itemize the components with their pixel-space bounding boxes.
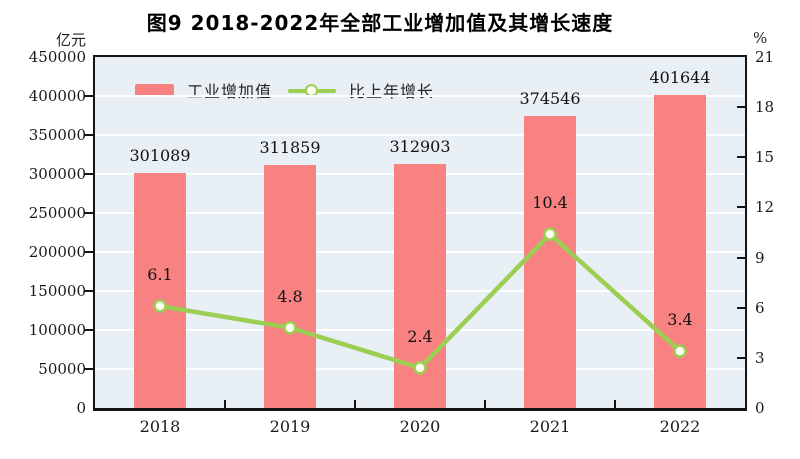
bar-value-label: 374546 — [519, 89, 581, 108]
left-axis-tick — [84, 251, 93, 253]
right-axis-tick — [737, 256, 745, 259]
growth-value-label: 4.8 — [277, 286, 303, 306]
growth-line — [157, 231, 683, 371]
left-tick-label: 450000 — [28, 48, 86, 66]
bar-value-label: 301089 — [129, 146, 191, 165]
bar-2019 — [264, 165, 316, 408]
left-axis-tick — [84, 134, 93, 136]
left-axis-tick — [84, 329, 93, 331]
chart-title: 图9 2018-2022年全部工业增加值及其增长速度 — [146, 11, 614, 35]
growth-marker — [283, 321, 297, 335]
right-tick-label: 9 — [755, 248, 765, 267]
right-tick-label: 6 — [755, 298, 765, 317]
x-tick-label: 2019 — [269, 417, 311, 436]
bar-2018 — [134, 173, 186, 408]
right-axis-tick — [737, 206, 745, 209]
left-tick-label: 300000 — [28, 165, 86, 183]
bar-value-label: 311859 — [259, 138, 321, 157]
bar-value-label: 401644 — [649, 68, 711, 87]
growth-value-label: 2.4 — [407, 326, 433, 346]
right-tick-label: 15 — [755, 148, 775, 167]
bar-swatch-icon — [135, 83, 174, 97]
right-tick-label: 12 — [755, 198, 775, 217]
growth-value-label: 3.4 — [667, 310, 693, 330]
left-tick-label: 150000 — [28, 282, 86, 300]
left-axis-tick — [84, 290, 93, 292]
left-tick-label: 0 — [76, 399, 86, 417]
left-tick-label: 100000 — [28, 321, 86, 339]
growth-marker — [153, 299, 167, 313]
left-tick-label: 200000 — [28, 243, 86, 261]
left-tick-label: 50000 — [38, 360, 86, 378]
growth-value-label: 10.4 — [532, 193, 568, 213]
gridline — [95, 134, 745, 136]
x-tick-label: 2020 — [399, 417, 441, 436]
growth-marker — [673, 344, 687, 358]
right-tick-label: 18 — [755, 98, 775, 117]
x-axis-tick — [354, 400, 356, 408]
x-tick-label: 2021 — [529, 417, 571, 436]
bar-value-label: 312903 — [389, 137, 451, 156]
left-axis-tick — [84, 368, 93, 370]
right-axis-tick — [737, 156, 745, 159]
left-axis-tick — [84, 173, 93, 175]
x-tick-label: 2022 — [659, 417, 701, 436]
left-tick-label: 400000 — [28, 87, 86, 105]
bar-2021 — [524, 116, 576, 408]
left-axis-tick — [84, 95, 93, 97]
right-axis-tick — [737, 356, 745, 359]
gridline — [95, 95, 745, 97]
right-axis-tick — [737, 306, 745, 309]
left-tick-label: 350000 — [28, 126, 86, 144]
x-axis-tick — [614, 400, 616, 408]
growth-marker — [413, 361, 427, 375]
right-tick-label: 21 — [755, 48, 775, 66]
left-tick-label: 250000 — [28, 204, 86, 222]
right-axis-unit: % — [753, 29, 768, 47]
left-axis-tick — [84, 212, 93, 214]
x-axis-tick — [224, 400, 226, 408]
growth-value-label: 6.1 — [147, 265, 173, 285]
x-axis-tick — [484, 400, 486, 408]
x-tick-label: 2018 — [139, 417, 181, 436]
right-tick-label: 3 — [755, 348, 765, 367]
growth-marker — [543, 227, 557, 241]
left-axis-unit: 亿元 — [55, 32, 86, 49]
growth-line-layer — [153, 227, 687, 375]
plot-area: 工业增加值 比上年增长 301089 311859 312903 374546 4016… — [84, 55, 747, 411]
right-tick-label: 0 — [755, 399, 765, 417]
right-axis-tick — [737, 106, 745, 109]
